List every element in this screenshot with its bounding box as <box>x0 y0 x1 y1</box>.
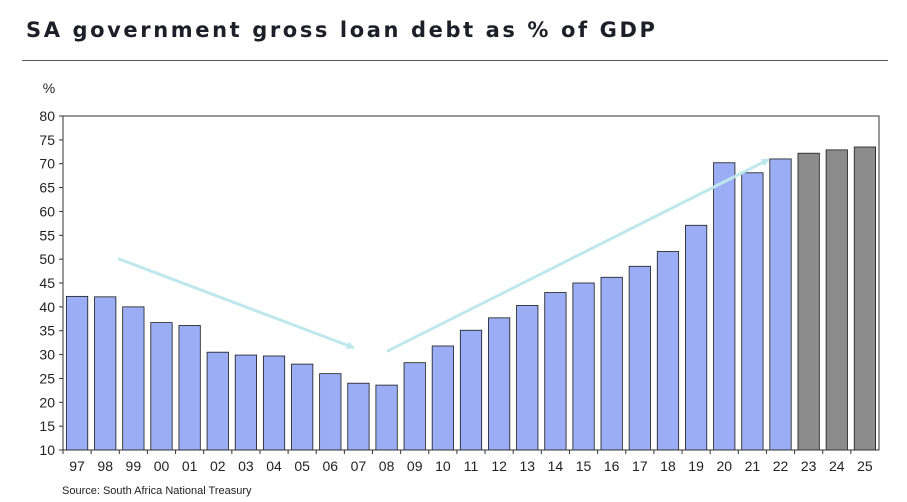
x-tick-label-09: 09 <box>407 458 423 474</box>
bar-21 <box>741 172 764 451</box>
x-tick-label-98: 98 <box>97 458 113 474</box>
bar-06 <box>319 373 342 451</box>
x-tick-label-11: 11 <box>464 458 479 474</box>
source-note: Source: South Africa National Treasury <box>62 485 252 497</box>
x-tick-label-08: 08 <box>379 458 395 474</box>
x-tick-label-13: 13 <box>519 458 535 474</box>
x-tick-label-05: 05 <box>294 458 310 474</box>
y-tick-label-20: 20 <box>39 394 55 410</box>
x-tick-label-25: 25 <box>857 458 873 474</box>
bar-17 <box>628 265 651 451</box>
x-tick-label-00: 00 <box>154 458 170 474</box>
bar-05 <box>291 363 314 451</box>
y-tick-label-60: 60 <box>39 203 55 219</box>
x-tick-label-06: 06 <box>323 458 339 474</box>
bar-08 <box>375 384 398 451</box>
y-tick-label-15: 15 <box>39 418 55 434</box>
bar-01 <box>178 325 201 451</box>
bar-04 <box>262 355 286 451</box>
bar-97 <box>65 295 89 451</box>
x-tick-label-07: 07 <box>351 458 367 474</box>
y-tick-label-40: 40 <box>39 299 55 315</box>
y-tick-label-25: 25 <box>39 370 55 386</box>
x-tick-label-24: 24 <box>829 458 845 474</box>
bar-02 <box>206 351 229 451</box>
bar-00 <box>150 322 173 451</box>
x-tick-label-20: 20 <box>716 458 732 474</box>
bar-14 <box>544 292 567 451</box>
y-tick-label-70: 70 <box>39 156 55 172</box>
bar-09 <box>403 362 426 451</box>
x-tick-label-14: 14 <box>548 458 564 474</box>
x-tick-label-04: 04 <box>266 458 282 474</box>
y-tick-label-80: 80 <box>39 108 55 124</box>
bar-projected-25 <box>853 146 877 451</box>
bar-10 <box>431 345 454 451</box>
bar-projected-24 <box>825 149 848 451</box>
x-tick-label-99: 99 <box>126 458 142 474</box>
bar-22 <box>769 158 792 451</box>
y-tick-label-75: 75 <box>39 132 55 148</box>
y-tick-label-35: 35 <box>39 323 55 339</box>
bar-12 <box>488 317 511 451</box>
x-tick-label-15: 15 <box>576 458 592 474</box>
x-tick-label-03: 03 <box>238 458 254 474</box>
bar-19 <box>685 224 708 451</box>
x-tick-label-19: 19 <box>688 458 704 474</box>
x-tick-label-21: 21 <box>745 458 761 474</box>
y-tick-label-45: 45 <box>39 275 55 291</box>
bar-16 <box>600 276 623 451</box>
bar-99 <box>122 306 145 451</box>
bar-11 <box>459 329 483 451</box>
y-tick-label-10: 10 <box>39 442 55 458</box>
bar-20 <box>713 162 736 451</box>
bar-07 <box>347 382 370 451</box>
x-tick-label-23: 23 <box>801 458 817 474</box>
bar-98 <box>94 296 117 451</box>
x-tick-label-17: 17 <box>632 458 648 474</box>
bar-15 <box>572 282 595 451</box>
x-tick-label-97: 97 <box>69 458 85 474</box>
y-tick-label-55: 55 <box>39 227 55 243</box>
bar-18 <box>656 251 680 451</box>
trend-arrow-down <box>117 257 355 350</box>
x-tick-label-18: 18 <box>660 458 676 474</box>
y-tick-label-30: 30 <box>39 347 55 363</box>
y-tick-label-65: 65 <box>39 180 55 196</box>
x-tick-label-02: 02 <box>210 458 226 474</box>
y-axis-label: % <box>43 80 55 96</box>
bar-projected-23 <box>797 152 820 451</box>
x-tick-label-10: 10 <box>435 458 451 474</box>
y-tick-label-50: 50 <box>39 251 55 267</box>
x-tick-label-01: 01 <box>182 458 198 474</box>
bar-03 <box>234 354 257 451</box>
trend-arrow-up <box>386 158 770 353</box>
bar-13 <box>516 305 539 451</box>
x-tick-label-12: 12 <box>491 458 507 474</box>
x-tick-label-22: 22 <box>773 458 789 474</box>
title-divider <box>22 60 888 61</box>
plot-area-frame <box>62 115 880 451</box>
debt-bar-chart: % 10 15 20 25 30 35 40 45 50 55 60 65 70 75 80 97 98 99 0… <box>39 80 880 474</box>
page-title: SA government gross loan debt as % of GD… <box>26 18 658 42</box>
x-tick-label-16: 16 <box>604 458 620 474</box>
